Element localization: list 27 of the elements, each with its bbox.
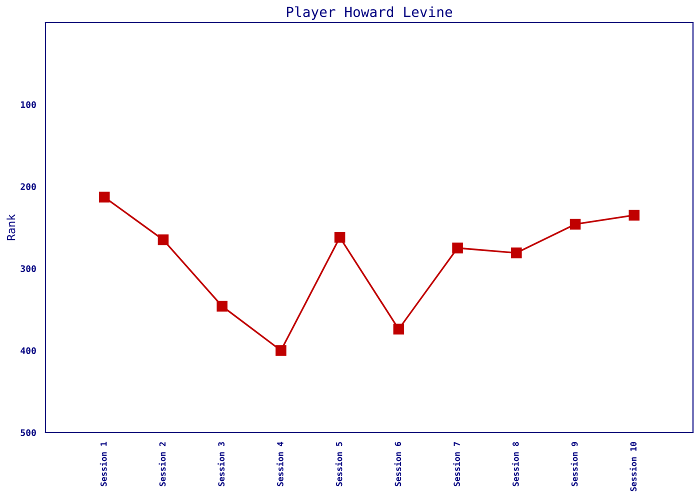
y-tick-label: 500 [20, 429, 36, 436]
x-tick-label: Session 4 [276, 442, 284, 486]
point [452, 242, 463, 254]
point [216, 300, 228, 312]
x-tick-label: Session 1 [100, 442, 107, 486]
x-tick-label: Session 2 [158, 442, 166, 486]
point [628, 210, 640, 221]
y-tick-label: 200 [20, 183, 36, 190]
x-tick-label: Session 9 [570, 442, 578, 486]
y-tick-label: 400 [20, 347, 36, 354]
x-tick-label: Session 5 [335, 442, 342, 486]
point [98, 192, 110, 203]
point [276, 345, 286, 356]
chart-title: Player Howard Levine [286, 6, 452, 20]
y-axis-title: Rank [6, 214, 16, 240]
point [334, 232, 346, 243]
point [393, 324, 404, 335]
x-tick-label: Session 8 [512, 442, 519, 486]
x-tick-label: Session 7 [453, 442, 460, 486]
point [570, 218, 581, 230]
y-tick-label: 300 [20, 265, 36, 272]
x-tick-label: Session 3 [218, 442, 225, 486]
point [511, 248, 522, 258]
x-tick-label: Session 6 [394, 442, 402, 486]
y-tick-label: 100 [20, 101, 36, 108]
point [158, 234, 169, 246]
x-tick-label: Session 10 [630, 442, 637, 492]
